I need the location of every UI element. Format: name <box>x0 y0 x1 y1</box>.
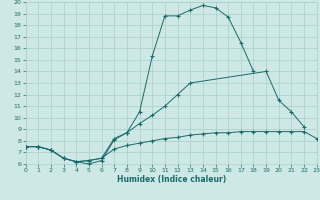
X-axis label: Humidex (Indice chaleur): Humidex (Indice chaleur) <box>116 175 226 184</box>
